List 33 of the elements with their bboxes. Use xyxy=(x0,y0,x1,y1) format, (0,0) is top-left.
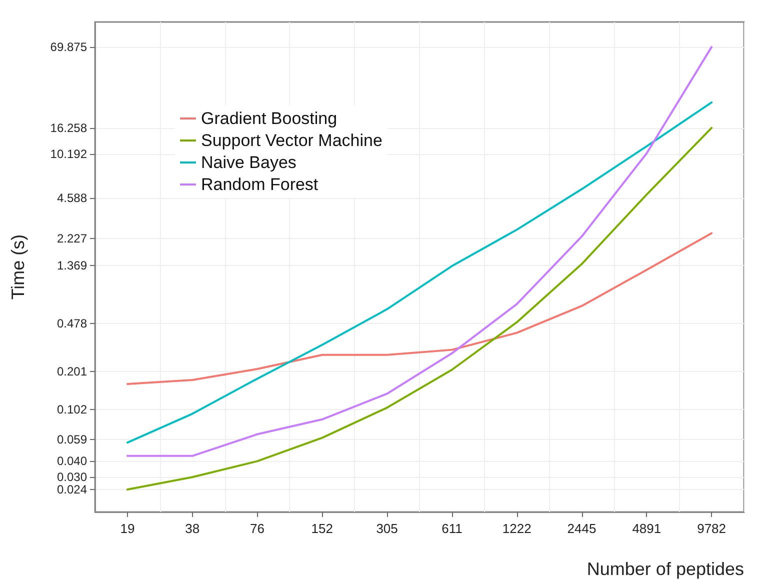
x-tick-label: 19 xyxy=(120,521,135,536)
y-tick-label: 0.024 xyxy=(56,482,88,497)
legend-label: Random Forest xyxy=(201,175,318,194)
x-tick-label: 2445 xyxy=(567,521,596,536)
y-tick-label: 4.588 xyxy=(56,191,88,206)
y-tick-label: 0.478 xyxy=(56,316,88,331)
x-tick-label: 4891 xyxy=(632,521,662,536)
x-tick-label: 9782 xyxy=(697,521,726,536)
y-tick-label: 1.369 xyxy=(56,258,88,272)
line-series xyxy=(126,46,713,457)
y-tick-label: 0.059 xyxy=(56,432,88,447)
legend-label: Support Vector Machine xyxy=(201,131,382,150)
y-tick-label: 2.227 xyxy=(56,231,88,246)
y-tick-label: 69.875 xyxy=(50,40,88,54)
legend-label: Naive Bayes xyxy=(201,153,296,172)
y-tick-label: 0.201 xyxy=(56,364,88,379)
x-tick-label: 76 xyxy=(250,521,264,536)
x-tick-label: 305 xyxy=(376,521,398,536)
x-axis-title: Number of peptides xyxy=(586,559,744,579)
x-tick-label: 1222 xyxy=(502,521,532,536)
y-axis-title: Time (s) xyxy=(8,234,28,300)
y-tick-label: 0.102 xyxy=(56,402,88,416)
legend-label: Gradient Boosting xyxy=(201,109,338,128)
y-tick-label: 16.258 xyxy=(50,121,88,136)
line-series xyxy=(126,101,713,444)
x-tick-label: 611 xyxy=(442,521,462,536)
y-tick-label: 0.030 xyxy=(56,470,88,484)
line-series xyxy=(126,232,713,385)
x-tick-label: 38 xyxy=(185,521,200,536)
y-tick-label: 0.040 xyxy=(56,454,88,468)
x-tick-label: 152 xyxy=(311,521,333,536)
y-tick-label: 10.192 xyxy=(50,146,88,161)
line-series xyxy=(126,126,713,491)
